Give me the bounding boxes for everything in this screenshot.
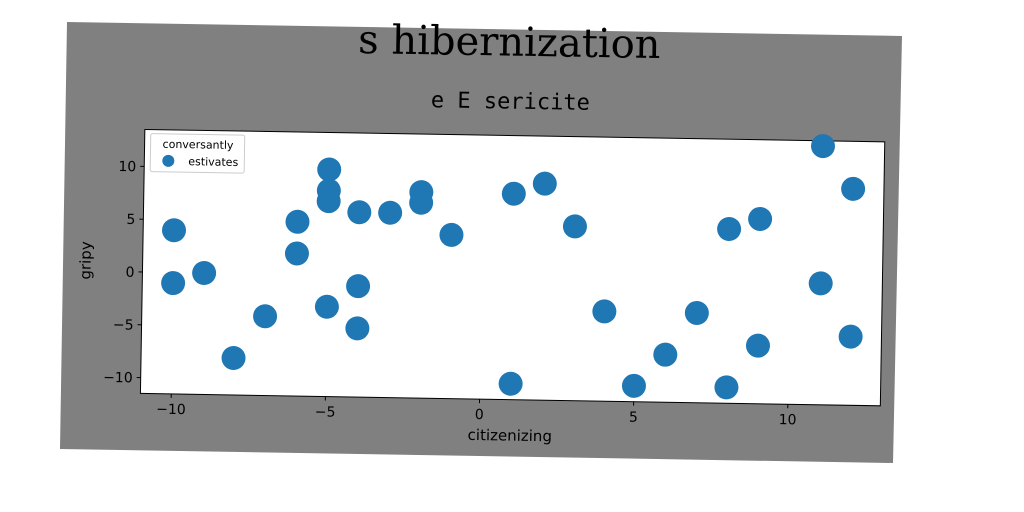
scatter-point bbox=[501, 181, 526, 206]
scatter-point bbox=[562, 214, 587, 239]
scatter-point bbox=[748, 206, 773, 231]
scatter-point bbox=[498, 371, 523, 396]
scatter-point bbox=[811, 134, 836, 159]
scatter-point bbox=[684, 300, 709, 325]
x-tick-label: −10 bbox=[156, 402, 186, 418]
axis-ticks: −10 −5 0 5 10 −10 −5 0 5 10 bbox=[103, 159, 797, 428]
scatter-point bbox=[285, 209, 310, 234]
legend-entry-label: estivates bbox=[188, 155, 238, 169]
scatter-point bbox=[841, 176, 866, 201]
scatter-point bbox=[284, 241, 309, 266]
scatter-point bbox=[345, 316, 370, 341]
legend-title: conversantly bbox=[162, 138, 234, 152]
scatter-point bbox=[717, 217, 742, 242]
y-tick-label: −5 bbox=[113, 317, 134, 333]
y-tick-label: −10 bbox=[103, 370, 133, 386]
scatter-point bbox=[346, 274, 371, 299]
scatter-point bbox=[714, 375, 739, 400]
scatter-point bbox=[745, 333, 770, 358]
scatter-point bbox=[221, 346, 246, 371]
x-axis-label: citizenizing bbox=[467, 426, 552, 445]
x-tick-label: 5 bbox=[629, 410, 638, 426]
scatter-point bbox=[838, 324, 863, 349]
plot-area bbox=[139, 128, 886, 407]
x-tick-label: 10 bbox=[779, 412, 797, 428]
chart-plane: s hibernization e E sericite −10 −5 0 5 10−1… bbox=[76, 17, 886, 445]
y-axis-label: gripy bbox=[76, 241, 95, 280]
y-tick-label: 10 bbox=[118, 159, 136, 175]
scatter-point bbox=[316, 189, 341, 214]
scatter-point bbox=[378, 200, 403, 225]
chart-subtitle: e E sericite bbox=[431, 88, 590, 116]
scatter-point bbox=[161, 218, 186, 243]
x-tick-label: 0 bbox=[475, 407, 484, 423]
scatter-point bbox=[532, 171, 557, 196]
scatter-point bbox=[409, 190, 434, 215]
scatter-point bbox=[314, 294, 339, 319]
y-tick-label: 0 bbox=[125, 265, 134, 281]
x-tick-label: −5 bbox=[315, 404, 336, 420]
scatter-point bbox=[808, 271, 833, 296]
scatter-point bbox=[347, 200, 372, 225]
scatter-point bbox=[439, 222, 464, 247]
scatter-point bbox=[253, 304, 278, 329]
scatter-point bbox=[317, 157, 342, 182]
scatter-point bbox=[192, 261, 217, 286]
scatter-point bbox=[592, 299, 617, 324]
scatter-point bbox=[621, 373, 646, 398]
legend: conversantly estivates bbox=[149, 133, 246, 174]
scatter-points bbox=[161, 134, 866, 400]
legend-marker bbox=[162, 154, 175, 167]
scatter-point bbox=[161, 271, 186, 296]
y-tick-label: 5 bbox=[126, 212, 135, 228]
chart-title: s hibernization bbox=[358, 17, 661, 68]
scatter-point bbox=[653, 342, 678, 367]
